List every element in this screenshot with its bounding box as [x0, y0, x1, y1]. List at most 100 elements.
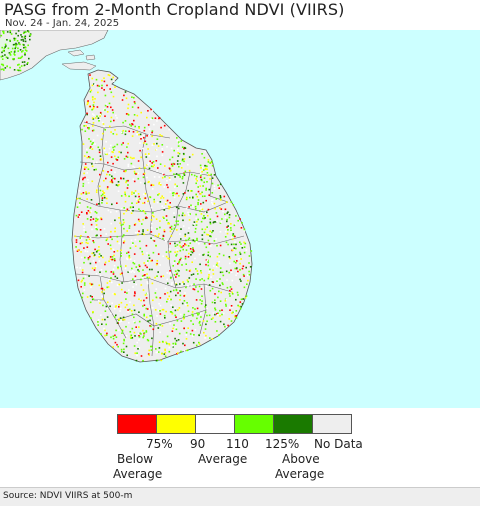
- ndvi-pixel: [121, 330, 124, 332]
- ndvi-pixel: [173, 216, 176, 218]
- ndvi-pixel: [106, 282, 109, 284]
- ndvi-pixel: [207, 277, 210, 280]
- ndvi-pixel: [99, 113, 102, 116]
- ndvi-pixel: [141, 253, 144, 256]
- ndvi-pixel: [150, 227, 153, 229]
- ndvi-pixel: [187, 189, 189, 192]
- ndvi-pixel: [247, 279, 249, 282]
- ndvi-pixel: [86, 250, 89, 253]
- ndvi-pixel: [200, 203, 202, 205]
- ndvi-pixel: [76, 266, 78, 269]
- ndvi-pixel: [99, 189, 102, 192]
- ndvi-pixel: [107, 74, 110, 76]
- ndvi-pixel: [134, 190, 137, 192]
- ndvi-pixel: [97, 321, 99, 323]
- ndvi-pixel: [235, 298, 237, 301]
- ndvi-pixel: [109, 256, 112, 258]
- ndvi-pixel: [185, 207, 188, 210]
- ndvi-pixel: [108, 278, 110, 281]
- ndvi-pixel: [138, 133, 140, 136]
- ndvi-pixel: [225, 326, 228, 328]
- ndvi-pixel: [112, 268, 115, 270]
- ndvi-pixel: [106, 111, 109, 113]
- ndvi-pixel: [155, 218, 158, 220]
- ndvi-pixel: [174, 307, 176, 310]
- ndvi-pixel: [19, 66, 21, 69]
- ndvi-pixel: [83, 247, 85, 249]
- ndvi-pixel: [106, 238, 109, 240]
- ndvi-pixel: [115, 314, 117, 317]
- ndvi-pixel: [133, 331, 136, 334]
- ndvi-pixel: [174, 186, 176, 188]
- ndvi-pixel: [127, 179, 129, 182]
- ndvi-pixel: [232, 233, 235, 235]
- ndvi-pixel: [213, 202, 216, 205]
- ndvi-pixel: [216, 255, 219, 258]
- ndvi-pixel: [177, 352, 179, 354]
- ndvi-pixel: [84, 166, 86, 169]
- ndvi-pixel: [9, 39, 11, 42]
- ndvi-pixel: [128, 254, 131, 257]
- ndvi-pixel: [155, 288, 158, 290]
- ndvi-pixel: [208, 243, 211, 245]
- ndvi-pixel: [172, 342, 174, 345]
- ndvi-pixel: [197, 201, 199, 204]
- ndvi-pixel: [163, 217, 165, 219]
- ndvi-pixel: [210, 276, 212, 278]
- ndvi-pixel: [133, 304, 135, 307]
- ndvi-pixel: [209, 289, 212, 292]
- ndvi-pixel: [95, 224, 98, 226]
- ndvi-pixel: [148, 162, 150, 164]
- ndvi-pixel: [125, 210, 128, 212]
- ndvi-pixel: [18, 43, 20, 45]
- ndvi-pixel: [0, 68, 3, 71]
- ndvi-pixel: [89, 255, 91, 258]
- ndvi-pixel: [201, 191, 203, 194]
- ndvi-pixel: [88, 275, 90, 277]
- ndvi-pixel: [89, 295, 92, 297]
- ndvi-pixel: [192, 273, 195, 275]
- ndvi-pixel: [19, 69, 22, 72]
- ndvi-pixel: [1, 58, 4, 60]
- ndvi-pixel: [103, 289, 105, 291]
- ndvi-pixel: [111, 175, 113, 178]
- ndvi-pixel: [199, 320, 201, 323]
- ndvi-pixel: [206, 211, 208, 214]
- ndvi-pixel: [193, 223, 195, 225]
- ndvi-pixel: [131, 135, 134, 137]
- ndvi-pixel: [1, 46, 3, 49]
- ndvi-pixel: [123, 318, 126, 321]
- ndvi-pixel: [131, 327, 134, 330]
- ndvi-pixel: [87, 242, 89, 245]
- ndvi-pixel: [93, 101, 95, 104]
- ndvi-pixel: [128, 281, 131, 284]
- ndvi-pixel: [113, 258, 116, 260]
- ndvi-pixel: [153, 215, 155, 218]
- ndvi-pixel: [133, 101, 136, 103]
- ndvi-pixel: [141, 250, 143, 253]
- ndvi-pixel: [196, 220, 198, 223]
- ndvi-pixel: [190, 190, 192, 192]
- ndvi-pixel: [222, 283, 224, 286]
- ndvi-pixel: [174, 183, 176, 186]
- ndvi-pixel: [138, 298, 140, 300]
- ndvi-pixel: [79, 267, 81, 269]
- ndvi-pixel: [183, 313, 186, 316]
- ndvi-pixel: [185, 269, 188, 271]
- ndvi-pixel: [133, 166, 136, 169]
- ndvi-pixel: [159, 220, 161, 222]
- ndvi-pixel: [12, 43, 15, 46]
- ndvi-pixel: [204, 305, 206, 308]
- ndvi-pixel: [160, 126, 162, 129]
- legend-tick-75: 75%: [146, 437, 173, 451]
- legend-swatch-90-110: [195, 414, 235, 434]
- ndvi-pixel: [139, 149, 141, 152]
- ndvi-pixel: [86, 212, 88, 215]
- ndvi-pixel: [112, 177, 114, 180]
- ndvi-pixel: [102, 132, 104, 135]
- ndvi-pixel: [239, 251, 241, 254]
- ndvi-pixel: [96, 115, 98, 118]
- ndvi-pixel: [112, 95, 115, 98]
- ndvi-pixel: [106, 202, 108, 204]
- ndvi-pixel: [27, 31, 30, 33]
